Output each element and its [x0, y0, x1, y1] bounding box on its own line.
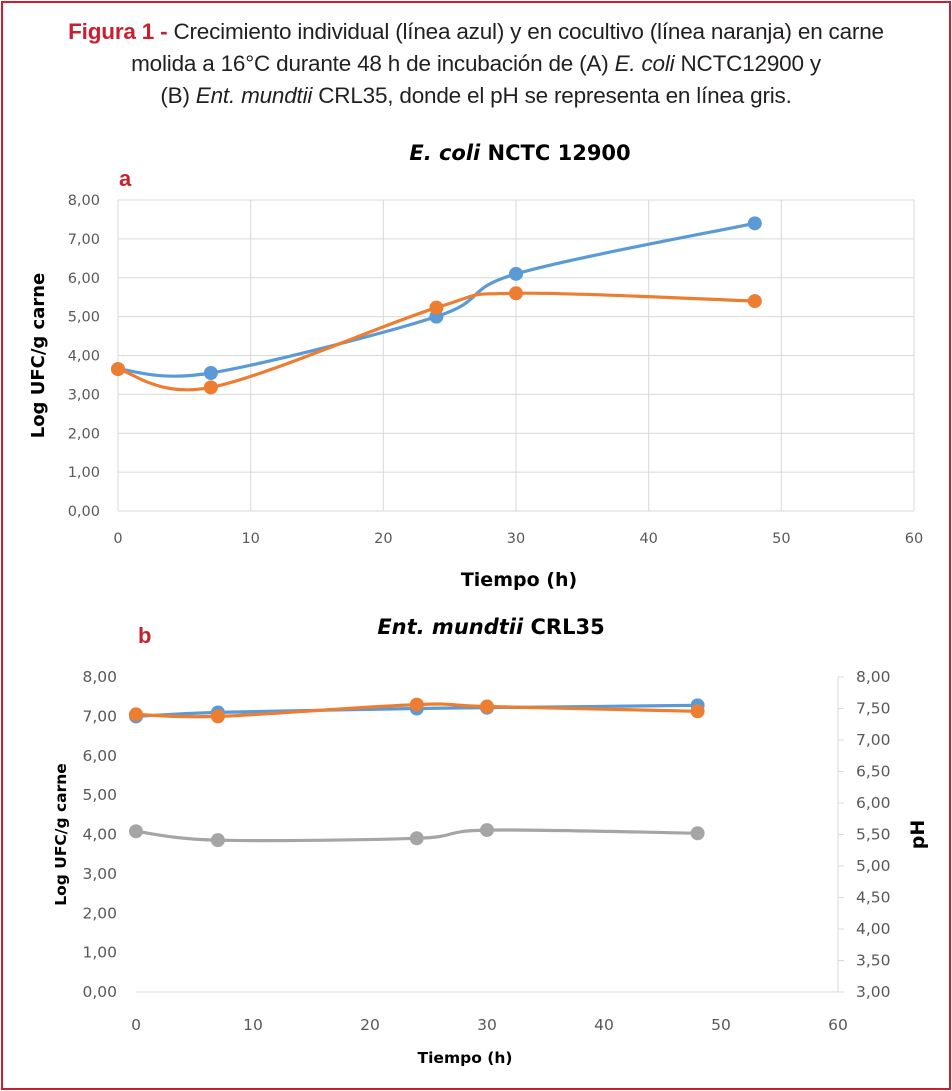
chart-title-italic: Ent. mundtii: [377, 615, 524, 639]
y-tick-label: 4,00: [82, 826, 117, 844]
x-tick-label: 10: [241, 531, 259, 547]
series-point-1: [690, 704, 705, 719]
y-axis-label: Log UFC/g carne: [52, 763, 70, 906]
series-point-1: [210, 709, 225, 724]
x-tick-label: 0: [113, 531, 122, 547]
x-tick-label: 10: [243, 1016, 263, 1034]
x-tick-label: 60: [905, 531, 923, 547]
caption-text-3b: Ent. mundtii: [195, 83, 313, 108]
y-tick-label: 2,00: [68, 426, 100, 442]
y-tick-label: 1,00: [82, 944, 117, 962]
y2-tick-label: 3,50: [856, 952, 891, 970]
series-point-1: [747, 294, 762, 309]
y-tick-label: 8,00: [68, 193, 100, 209]
chart-title-italic: E. coli: [409, 141, 481, 165]
chart-a: E. coli NCTC 12900 a 0,00 1,00 2,00 3,00 4,00 5…: [28, 141, 923, 591]
caption-line-2: molida a 16°C durante 48 h de incubación…: [0, 48, 952, 80]
caption-text-3c: CRL35, donde el pH se representa en líne…: [312, 83, 792, 108]
x-tick-label: 20: [374, 531, 392, 547]
series-point-1: [111, 362, 125, 377]
y-tick-label: 6,00: [82, 747, 117, 765]
x-tick-label: 0: [131, 1016, 141, 1034]
panel-label: a: [119, 166, 132, 191]
y-tick-label: 1,00: [68, 465, 100, 481]
series-point-2: [690, 826, 705, 841]
caption-text-3a: (B): [160, 83, 196, 108]
figure-caption: Figura 1 - Crecimiento individual (línea…: [0, 16, 952, 112]
chart-title-rest: CRL35: [523, 615, 605, 639]
x-tick-label: 50: [711, 1016, 731, 1034]
x-axis-label: Tiempo (h): [418, 1049, 513, 1067]
series-point-1: [429, 300, 444, 315]
x-tick-label: 30: [507, 531, 525, 547]
caption-text-2c: NCTC12900 y: [674, 51, 822, 76]
y-tick-label: 7,00: [82, 707, 117, 725]
series-point-0: [747, 216, 762, 231]
chart-title: Ent. mundtii CRL35: [377, 615, 604, 639]
y-tick-label: 0,00: [68, 504, 100, 520]
y2-tick-label: 4,00: [856, 920, 891, 938]
y2-tick-label: 7,50: [856, 700, 891, 718]
chart-title-rest: NCTC 12900: [480, 141, 630, 165]
series-point-0: [509, 266, 523, 281]
figure-label: Figura 1 -: [68, 19, 168, 44]
x-tick-label: 20: [360, 1016, 380, 1034]
caption-text-2a: molida a 16°C durante 48 h de incubación…: [131, 51, 615, 76]
y-tick-label: 7,00: [68, 232, 100, 248]
y2-tick-label: 3,00: [856, 983, 891, 1001]
y2-tick-label: 4,50: [856, 889, 891, 907]
x-tick-label: 60: [828, 1016, 848, 1034]
series-point-2: [129, 824, 143, 839]
caption-text-1: Crecimiento individual (línea azul) y en…: [173, 19, 884, 44]
y-tick-label: 3,00: [68, 387, 100, 403]
series-point-2: [210, 833, 225, 848]
series-point-1: [480, 699, 494, 714]
y-tick-label: 2,00: [82, 904, 117, 922]
y2-tick-label: 8,00: [856, 668, 891, 686]
y-tick-label: 5,00: [82, 786, 117, 804]
y2-tick-label: 5,50: [856, 826, 891, 844]
y-tick-label: 3,00: [82, 865, 117, 883]
y-tick-label: 0,00: [82, 983, 117, 1001]
chart-b: Ent. mundtii CRL35 b 0,00 1,00 2,00 3,00 4,00 5…: [52, 615, 929, 1067]
caption-line-3: (B) Ent. mundtii CRL35, donde el pH se r…: [0, 80, 952, 112]
y2-axis-label: pH: [907, 820, 929, 850]
x-tick-label: 40: [639, 531, 657, 547]
x-tick-label: 40: [594, 1016, 614, 1034]
series-point-2: [480, 823, 494, 838]
y2-tick-label: 7,00: [856, 731, 891, 749]
series-point-1: [203, 380, 218, 395]
caption-text-2b: E. coli: [614, 51, 675, 76]
series-point-1: [509, 286, 523, 301]
y-tick-label: 5,00: [68, 310, 100, 326]
series-point-1: [129, 707, 143, 722]
caption-line-1: Figura 1 - Crecimiento individual (línea…: [0, 16, 952, 48]
y2-tick-label: 5,00: [856, 857, 891, 875]
panel-label: b: [138, 623, 151, 648]
series-point-2: [409, 831, 424, 846]
y-tick-label: 8,00: [82, 668, 117, 686]
x-tick-label: 30: [477, 1016, 497, 1034]
x-axis-label: Tiempo (h): [461, 569, 577, 591]
y-tick-label: 6,00: [68, 271, 100, 287]
y2-tick-label: 6,50: [856, 763, 891, 781]
series-point-0: [203, 365, 218, 380]
y-axis-label: Log UFC/g carne: [28, 273, 49, 439]
y2-tick-label: 6,00: [856, 794, 891, 812]
series-point-1: [409, 697, 424, 712]
chart-title: E. coli NCTC 12900: [409, 141, 630, 165]
y-tick-label: 4,00: [68, 349, 100, 365]
series-line-0: [116, 221, 757, 378]
x-tick-label: 50: [772, 531, 790, 547]
